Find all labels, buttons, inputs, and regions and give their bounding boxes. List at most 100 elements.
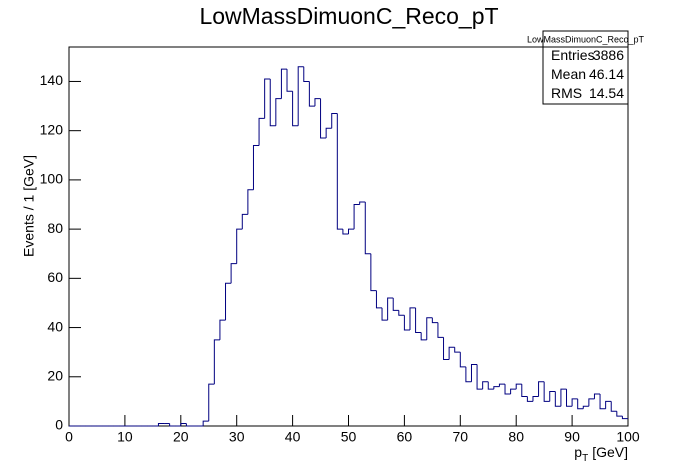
stats-label: Mean — [551, 66, 586, 82]
histogram-bin — [342, 229, 349, 235]
histogram-bin — [348, 228, 355, 235]
histogram-bin — [476, 364, 483, 390]
stats-value: 14.54 — [589, 85, 624, 101]
histogram-bin — [208, 383, 215, 422]
y-tick-label: 20 — [47, 367, 63, 383]
histogram-bin — [169, 423, 176, 427]
histogram-bin — [359, 201, 366, 205]
x-tick-label: 80 — [508, 429, 524, 445]
histogram-bin — [582, 405, 589, 409]
histogram-bin — [258, 117, 265, 146]
histogram-bin — [314, 98, 321, 107]
histogram-bin — [403, 315, 410, 331]
histogram-bin — [538, 381, 545, 397]
y-tick-label: 80 — [47, 220, 63, 236]
histogram-bin — [364, 202, 371, 255]
x-label-sub: T — [582, 453, 588, 464]
histogram-bin — [588, 398, 595, 407]
histogram-bin — [202, 420, 209, 426]
histogram-bin — [375, 290, 383, 309]
stats-value: 46.14 — [589, 66, 624, 82]
histogram-bin — [269, 78, 276, 127]
histogram-bin — [549, 391, 556, 402]
histogram-bin — [426, 317, 433, 340]
x-tick-label: 70 — [453, 429, 469, 445]
histogram-bin — [398, 310, 405, 316]
histogram-bin — [454, 347, 461, 353]
histogram-bin — [353, 204, 360, 230]
histogram-bin — [213, 339, 220, 385]
histogram-bin — [465, 366, 472, 383]
histogram-bin — [616, 411, 623, 417]
histogram-bin — [275, 98, 282, 126]
x-label-unit: [GeV] — [592, 444, 628, 460]
histogram-bin — [482, 381, 489, 390]
stats-title: LowMassDimuonC_Reco_pT — [527, 34, 645, 44]
histogram-bin — [420, 332, 427, 341]
histogram-bin — [252, 144, 260, 190]
histogram-bin — [448, 346, 455, 360]
histogram-bin — [543, 381, 550, 402]
stats-label: Entries — [551, 47, 595, 63]
y-tick-label: 0 — [55, 417, 63, 433]
histogram-bin — [415, 307, 422, 333]
stats-label: RMS — [551, 85, 582, 101]
histogram-bin — [487, 381, 494, 390]
histogram-bin — [437, 322, 444, 338]
y-tick-label: 100 — [40, 171, 64, 187]
x-tick-label: 0 — [65, 429, 73, 445]
x-tick-label: 20 — [173, 429, 189, 445]
histogram-bin — [297, 66, 304, 126]
histogram-bin — [392, 298, 399, 311]
x-tick-label: 50 — [341, 429, 357, 445]
histogram-bin — [230, 263, 237, 284]
x-tick-label: 40 — [285, 429, 301, 445]
histogram-bin — [510, 388, 517, 395]
histogram-bin — [157, 423, 165, 426]
y-tick-label: 40 — [47, 318, 63, 334]
histogram-bin — [370, 253, 377, 292]
histogram-bin — [605, 400, 612, 409]
histogram-bin — [431, 317, 438, 324]
histogram-bin — [236, 228, 243, 264]
histogram-bin — [219, 319, 226, 340]
histogram-bin — [303, 66, 310, 82]
histogram-bin — [504, 384, 511, 395]
histogram-bin — [554, 391, 561, 407]
histogram-bin — [532, 395, 539, 402]
histogram-bin — [325, 127, 332, 139]
histogram-bin — [409, 307, 416, 331]
x-tick-label: 90 — [564, 429, 580, 445]
histogram-bin — [443, 337, 450, 361]
x-tick-label: 30 — [229, 429, 245, 445]
y-tick-label: 60 — [47, 269, 63, 285]
chart-title: LowMassDimuonC_Reco_pT — [199, 3, 498, 29]
histogram-bin — [470, 363, 478, 382]
x-tick-label: 100 — [616, 429, 640, 445]
histogram-bin — [308, 81, 315, 107]
histogram-bin — [381, 307, 388, 321]
histogram-bin — [241, 213, 248, 230]
histogram-bin — [331, 112, 338, 129]
histogram-bin — [286, 69, 293, 92]
histogram-bin — [560, 388, 567, 407]
histogram-bin — [498, 383, 506, 387]
histogram-bin — [336, 113, 343, 230]
histogram-bin — [247, 189, 254, 215]
histogram-bin — [493, 386, 500, 390]
stats-value: 3886 — [593, 47, 624, 63]
histogram-bin — [320, 98, 327, 139]
histogram-bin — [292, 91, 299, 127]
histogram-bin — [180, 423, 187, 426]
histogram-bin — [610, 401, 617, 412]
histogram-bin — [515, 383, 522, 390]
y-axis-label: Events / 1 [GeV] — [21, 155, 37, 257]
histogram-bin — [621, 416, 628, 420]
histogram-bin — [521, 384, 528, 397]
histogram-bin — [280, 68, 288, 99]
histogram-bin — [185, 423, 192, 427]
x-tick-label: 10 — [117, 429, 133, 445]
stats-box — [542, 30, 629, 105]
histogram-bin — [566, 389, 573, 407]
y-tick-label: 140 — [40, 72, 64, 88]
